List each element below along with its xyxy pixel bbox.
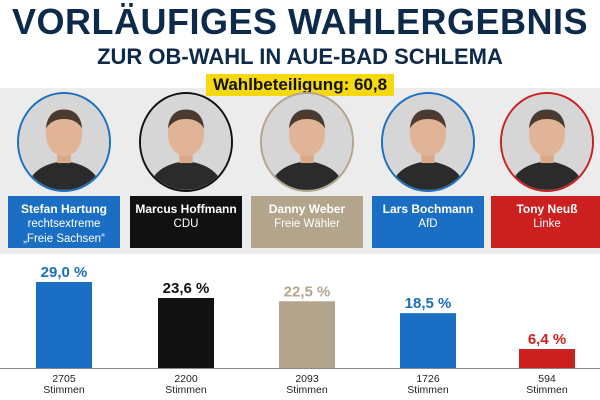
- candidate-party: „Freie Sachsen“: [23, 233, 105, 245]
- vote-count-label: 2705 Stimmen: [9, 374, 119, 396]
- candidate-name-box: Marcus Hoffmann CDU: [130, 196, 242, 248]
- candidate-portrait: [381, 92, 475, 192]
- vote-unit: Stimmen: [165, 384, 207, 396]
- candidate-party: Freie Wähler: [274, 218, 340, 230]
- bar-value-label: 29,0 %: [41, 264, 88, 281]
- bar-value-label: 23,6 %: [163, 280, 210, 297]
- candidate-name-box: Tony Neuß Linke: [491, 196, 600, 248]
- candidate-name: Danny Weber: [268, 202, 346, 216]
- results-chart: 29,0 % 23,6 % 22,5 % 18,5 % 6,4 % 2705 Stimme…: [0, 254, 600, 400]
- candidate-portrait: [17, 92, 111, 192]
- candidate-party: Linke: [533, 218, 561, 230]
- vote-unit: Stimmen: [407, 384, 449, 396]
- person-icon: [262, 94, 352, 190]
- turnout-badge: Wahlbeteiligung: 60,8 %: [206, 74, 394, 116]
- candidate-portrait: [500, 92, 594, 192]
- vote-count: 2705: [52, 373, 76, 385]
- page-subtitle: ZUR OB-WAHL IN AUE-BAD SCHLEMA: [97, 44, 503, 69]
- candidate-name: Tony Neuß: [516, 202, 578, 216]
- vote-unit: Stimmen: [43, 384, 85, 396]
- vote-count-label: 594 Stimmen: [492, 374, 600, 396]
- vote-unit: Stimmen: [286, 384, 328, 396]
- vote-count: 1726: [416, 373, 440, 385]
- vote-count: 2093: [295, 373, 319, 385]
- candidate-name-box: Stefan Hartung rechtsextreme „Freie Sachse…: [8, 196, 120, 248]
- chart-bar: [279, 301, 335, 368]
- candidate-party: AfD: [418, 218, 438, 230]
- vote-unit: Stimmen: [526, 384, 568, 396]
- vote-count-label: 2093 Stimmen: [252, 374, 362, 396]
- person-icon: [141, 94, 231, 190]
- candidate-name-box: Danny Weber Freie Wähler: [251, 196, 363, 248]
- person-icon: [502, 94, 592, 190]
- bar-value-label: 22,5 %: [284, 283, 331, 300]
- candidate-party: rechtsextreme: [27, 218, 101, 230]
- person-icon: [383, 94, 473, 190]
- candidate-name: Marcus Hoffmann: [135, 202, 237, 216]
- candidate-name: Stefan Hartung: [20, 202, 107, 216]
- bar-chart-svg: 29,0 % 23,6 % 22,5 % 18,5 % 6,4 %: [0, 264, 600, 369]
- vote-count-label: 2200 Stimmen: [131, 374, 241, 396]
- person-icon: [19, 94, 109, 190]
- vote-count: 2200: [174, 373, 198, 385]
- candidate-name-box: Lars Bochmann AfD: [372, 196, 484, 248]
- candidate-name: Lars Bochmann: [382, 202, 474, 216]
- bar-value-label: 6,4 %: [528, 331, 566, 348]
- candidate-portrait: [260, 92, 354, 192]
- chart-bar: [519, 349, 575, 368]
- vote-count: 594: [538, 373, 556, 385]
- chart-bar: [158, 298, 214, 368]
- chart-bar: [36, 282, 92, 368]
- bar-value-label: 18,5 %: [405, 295, 452, 312]
- vote-count-label: 1726 Stimmen: [373, 374, 483, 396]
- page-title: VORLÄUFIGES WAHLERGEBNIS: [11, 1, 589, 42]
- chart-bar: [400, 313, 456, 368]
- candidate-party: CDU: [173, 218, 199, 230]
- candidate-portrait: [139, 92, 233, 192]
